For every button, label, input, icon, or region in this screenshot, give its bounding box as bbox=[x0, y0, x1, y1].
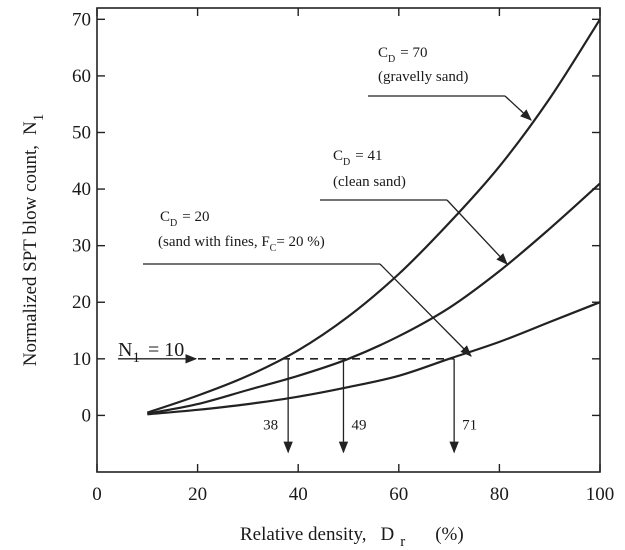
drop-label-0: 38 bbox=[263, 418, 278, 434]
x-tick-label: 20 bbox=[188, 484, 207, 505]
annotation-cd70-value: = 70 bbox=[400, 45, 427, 61]
y-tick-label: 30 bbox=[72, 236, 91, 257]
annotation-cd20-desc-sub: C bbox=[270, 243, 277, 254]
svg-text:(sand with fines, FC= 20 %): (sand with fines, FC= 20 %) bbox=[158, 234, 325, 254]
annotation-cd70: CD = 70 (gravelly sand) bbox=[368, 45, 532, 121]
axis-ticks: 0 10 20 30 40 50 60 70 0 20 40 60 80 100 bbox=[72, 8, 614, 505]
y-tick-label: 20 bbox=[72, 292, 91, 313]
y-axis-label-text: Normalized SPT blow count, bbox=[20, 145, 41, 366]
svg-text:CD= 20: CD = 20 bbox=[160, 209, 209, 229]
y-tick-label: 0 bbox=[82, 405, 92, 426]
reference-label-n: N bbox=[118, 339, 132, 361]
y-tick-label: 50 bbox=[72, 122, 91, 143]
annotation-cd20-sub: D bbox=[170, 218, 177, 229]
annotation-cd20-desc-pre: (sand with fines, F bbox=[158, 234, 270, 250]
plot-frame bbox=[96, 7, 601, 473]
svg-text:CD= 41: CD = 41 bbox=[333, 148, 382, 168]
series-line-2 bbox=[147, 301, 601, 416]
x-axis-label-sub: r bbox=[400, 534, 405, 550]
annotation-cd41-sub: D bbox=[343, 157, 350, 168]
x-tick-label: 0 bbox=[92, 484, 102, 505]
y-tick-label: 10 bbox=[72, 349, 91, 370]
series-layer bbox=[146, 18, 601, 416]
drop-label-2: 71 bbox=[462, 418, 477, 434]
x-axis-label-symbol: D bbox=[380, 524, 394, 545]
y-axis-label-symbol: N bbox=[20, 121, 41, 135]
y-tick-label: 60 bbox=[72, 66, 91, 87]
y-axis-label-sub: 1 bbox=[31, 114, 47, 122]
svg-text:CD= 70: CD = 70 bbox=[378, 45, 427, 65]
x-axis-label-text: Relative density, bbox=[240, 524, 366, 545]
annotation-cd20-value: = 20 bbox=[182, 209, 209, 225]
annotation-cd20-desc-post: = 20 %) bbox=[276, 234, 324, 250]
annotation-cd20-c: C bbox=[160, 209, 170, 225]
svg-text:N1= 10: N1 = 10 bbox=[118, 339, 184, 366]
reference-label: N1 = 10 bbox=[118, 339, 184, 366]
drop-label-1: 49 bbox=[351, 418, 366, 434]
x-tick-label: 80 bbox=[490, 484, 509, 505]
annotation-cd41: CD = 41 (clean sand) bbox=[320, 148, 508, 265]
annotation-cd41-value: = 41 bbox=[355, 148, 382, 164]
series-line-1 bbox=[147, 182, 601, 415]
drop-arrows-layer: 38 49 71 bbox=[263, 358, 477, 454]
annotation-cd70-sub: D bbox=[388, 54, 395, 65]
reference-label-value: = 10 bbox=[148, 339, 184, 361]
y-tick-label: 40 bbox=[72, 179, 91, 200]
reference-label-sub: 1 bbox=[132, 350, 140, 366]
annotation-cd20: CD = 20 (sand with fines, FC= 20 %) bbox=[143, 209, 472, 357]
annotation-cd70-desc: (gravelly sand) bbox=[378, 69, 468, 85]
y-axis-label: Normalized SPT blow count, N1 bbox=[20, 114, 47, 367]
y-tick-label: 70 bbox=[72, 9, 91, 30]
annotation-cd41-c: C bbox=[333, 148, 343, 164]
annotation-cd70-c: C bbox=[378, 45, 388, 61]
x-tick-label: 40 bbox=[289, 484, 308, 505]
x-tick-label: 100 bbox=[586, 484, 615, 505]
series-line-0 bbox=[146, 18, 601, 414]
annotation-cd41-desc: (clean sand) bbox=[333, 174, 406, 190]
x-tick-label: 60 bbox=[389, 484, 408, 505]
x-axis-label-unit: (%) bbox=[435, 524, 463, 545]
